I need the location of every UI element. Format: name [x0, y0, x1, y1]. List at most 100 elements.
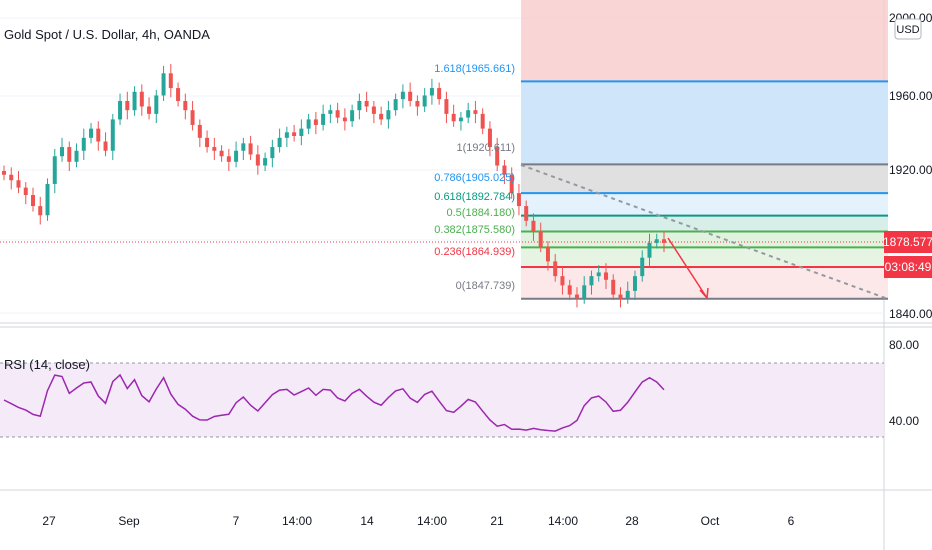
- candle-body: [640, 257, 645, 277]
- candle-body: [284, 132, 289, 138]
- fib-label: 0(1847.739): [456, 280, 515, 292]
- candle-body: [23, 187, 28, 195]
- candle-body: [103, 141, 108, 151]
- fib-zone-1: [521, 164, 888, 194]
- candle-body: [379, 113, 384, 120]
- candle-body: [545, 246, 550, 262]
- candle-body: [618, 294, 623, 299]
- fib-zone-0618: [521, 216, 888, 232]
- candle-body: [277, 137, 282, 148]
- time-axis[interactable]: 27 Sep 7 14:00 14 14:00 21 14:00 28 Oct …: [42, 514, 794, 528]
- candle-body: [473, 110, 478, 114]
- currency-badge[interactable]: USD: [894, 18, 922, 40]
- candle-body: [444, 99, 449, 114]
- x-tick-label: 14:00: [548, 514, 578, 528]
- x-tick-label: Oct: [701, 514, 720, 528]
- candle-body: [408, 91, 413, 101]
- trend-line[interactable]: [520, 164, 889, 300]
- candle-body: [567, 285, 572, 295]
- candle-body: [415, 100, 420, 107]
- rsi-band-fill: [0, 363, 884, 437]
- candle-body: [197, 124, 202, 138]
- fib-label: 0.236(1864.939): [434, 246, 515, 258]
- candle-body: [335, 110, 340, 118]
- rsi-line: [3, 373, 665, 432]
- candle-body: [596, 272, 601, 277]
- candle-body: [2, 171, 6, 175]
- rsi-title: RSI (14, close): [4, 357, 90, 372]
- candle-body: [437, 88, 442, 100]
- candle-body: [553, 261, 558, 277]
- candle-body: [16, 180, 21, 188]
- candle-body: [96, 128, 101, 142]
- candle-body: [147, 106, 152, 114]
- current-price-tag: 1878.577 03:08:49: [883, 231, 932, 278]
- candle-body: [350, 110, 355, 122]
- candle-body: [582, 285, 587, 299]
- candle-body: [183, 100, 188, 111]
- candle-body: [662, 239, 666, 243]
- fib-label: 1.618(1965.661): [434, 63, 515, 75]
- fib-zones[interactable]: [521, 0, 888, 299]
- fib-label: 0.382(1875.580): [434, 224, 515, 236]
- candle-body: [154, 95, 159, 114]
- candle-body: [574, 294, 579, 299]
- x-tick-label: 28: [625, 514, 639, 528]
- fib-zone-0382: [521, 246, 888, 268]
- candle-body: [168, 73, 173, 89]
- candle-body: [241, 143, 246, 151]
- candle-body: [248, 143, 253, 155]
- candle-body: [502, 165, 507, 175]
- candle-body: [466, 110, 471, 118]
- candle-body: [328, 110, 333, 114]
- candle-body: [74, 150, 79, 162]
- y-tick-label: 1920.000: [889, 163, 932, 177]
- fib-zone-1618: [521, 82, 888, 164]
- candle-body: [560, 276, 565, 286]
- symbol-title: Gold Spot / U.S. Dollar, 4h, OANDA: [4, 27, 210, 42]
- fib-label: 0.786(1905.025): [434, 172, 515, 184]
- candle-body: [422, 95, 427, 107]
- candle-body: [509, 174, 514, 194]
- x-tick-label: 27: [42, 514, 56, 528]
- candle-body: [52, 156, 57, 184]
- candle-body: [654, 239, 659, 243]
- candle-body: [371, 106, 376, 114]
- candle-body: [9, 174, 14, 181]
- bar-countdown: 03:08:49: [885, 260, 932, 274]
- candles: [2, 64, 666, 308]
- x-tick-label: 21: [490, 514, 504, 528]
- candle-body: [480, 113, 485, 129]
- candle-body: [161, 73, 166, 96]
- candle-body: [429, 88, 434, 96]
- candle-body: [306, 119, 311, 129]
- candle-body: [110, 119, 115, 151]
- candle-body: [632, 276, 637, 291]
- fib-zone-0786: [521, 194, 888, 216]
- candle-body: [38, 206, 43, 216]
- candle-body: [538, 231, 543, 247]
- y-tick-label: 1960.000: [889, 89, 932, 103]
- candle-body: [386, 110, 391, 120]
- candle-body: [67, 147, 72, 162]
- candle-body: [190, 110, 195, 125]
- projection-arrow[interactable]: [667, 237, 709, 299]
- currency-badge-label: USD: [896, 24, 919, 36]
- candle-body: [263, 158, 268, 166]
- y-tick-label: 1840.000: [889, 307, 932, 321]
- candle-body: [176, 88, 181, 101]
- candle-body: [292, 132, 297, 136]
- candle-body: [125, 100, 130, 111]
- candle-body: [458, 117, 463, 122]
- candle-body: [132, 91, 137, 111]
- rsi-tick-label: 80.00: [889, 338, 919, 352]
- candle-body: [495, 147, 500, 166]
- candle-body: [357, 100, 362, 111]
- candle-body: [342, 117, 347, 122]
- candle-body: [255, 154, 260, 166]
- candle-body: [81, 137, 86, 151]
- x-tick-label: 6: [788, 514, 795, 528]
- candle-body: [299, 128, 304, 136]
- candle-body: [611, 279, 616, 295]
